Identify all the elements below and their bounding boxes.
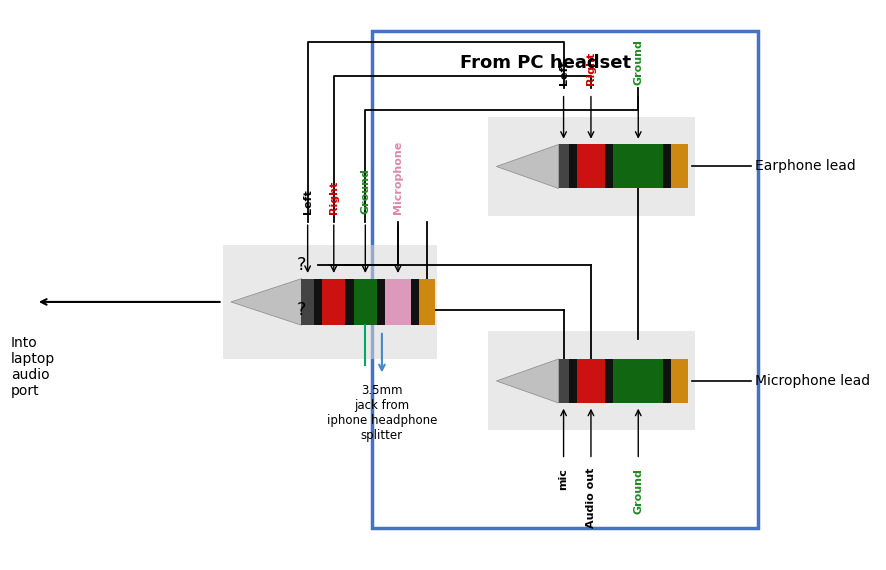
Text: Ground: Ground <box>633 39 643 85</box>
Bar <box>613 359 663 403</box>
Bar <box>605 144 613 189</box>
Text: mic: mic <box>558 468 569 490</box>
Text: ?: ? <box>297 302 307 319</box>
Bar <box>346 279 354 325</box>
Bar <box>372 31 758 528</box>
Bar <box>663 144 672 189</box>
Bar <box>613 144 663 189</box>
Bar <box>605 359 613 403</box>
Bar <box>314 279 323 325</box>
Bar <box>323 279 346 325</box>
FancyBboxPatch shape <box>488 331 695 430</box>
Polygon shape <box>496 144 558 189</box>
Bar <box>558 359 569 403</box>
Bar <box>377 279 385 325</box>
Polygon shape <box>231 279 301 325</box>
Text: Left: Left <box>558 60 569 85</box>
Text: ?: ? <box>297 256 307 274</box>
FancyBboxPatch shape <box>488 117 695 216</box>
Bar <box>672 144 688 189</box>
Text: Earphone lead: Earphone lead <box>755 160 856 173</box>
Bar <box>569 359 577 403</box>
Bar <box>577 144 605 189</box>
Bar <box>558 144 569 189</box>
Text: Microphone: Microphone <box>393 140 403 214</box>
Text: From PC headset: From PC headset <box>460 54 631 72</box>
Text: Right: Right <box>586 52 596 85</box>
Text: Left: Left <box>303 189 313 214</box>
Bar <box>411 279 419 325</box>
Bar <box>419 279 435 325</box>
Bar <box>301 279 314 325</box>
Text: Right: Right <box>329 181 338 214</box>
Bar <box>672 359 688 403</box>
Bar <box>354 279 377 325</box>
Text: Ground: Ground <box>633 468 643 514</box>
Bar <box>569 144 577 189</box>
Text: Into
laptop
audio
port: Into laptop audio port <box>11 336 55 398</box>
FancyBboxPatch shape <box>222 245 437 359</box>
Bar <box>385 279 411 325</box>
Text: Ground: Ground <box>361 168 370 214</box>
Bar <box>663 359 672 403</box>
Text: Microphone lead: Microphone lead <box>755 374 870 388</box>
Text: Audio out: Audio out <box>586 468 596 528</box>
Bar <box>577 359 605 403</box>
Polygon shape <box>496 359 558 403</box>
Text: 3.5mm
jack from
iphone headphone
splitter: 3.5mm jack from iphone headphone splitte… <box>327 384 437 442</box>
